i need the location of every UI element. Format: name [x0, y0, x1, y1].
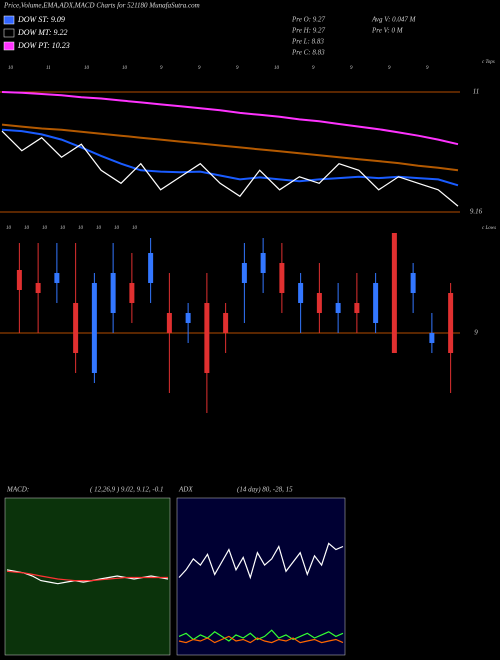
series-line: [6, 570, 168, 582]
top-label: 9: [236, 66, 239, 71]
y-tick-label: 9: [474, 329, 478, 337]
top-label: 9: [388, 66, 391, 71]
info-text: Pre V: 0 M: [371, 27, 404, 35]
y-tick-label: 9.16: [470, 208, 483, 216]
y-tick-label: 11: [473, 88, 479, 96]
candle-body: [373, 283, 379, 323]
series-line: [1, 91, 459, 146]
info-text: Avg V: 0.047 M: [371, 16, 417, 24]
top-label: 9: [312, 66, 315, 71]
candle-body: [354, 303, 360, 313]
candle-body: [410, 273, 416, 293]
candle-body: [204, 303, 210, 373]
panel-subtitle: (14 day) 80, -28, 15: [237, 486, 293, 494]
low-label: 10: [114, 226, 120, 231]
info-text: Pre O: 9.27: [291, 16, 325, 24]
top-label: 9: [198, 66, 201, 71]
candle-body: [35, 283, 41, 293]
legend-label: DOW ST: 9.09: [17, 15, 65, 24]
legend-swatch: [3, 28, 15, 38]
candle-body: [223, 313, 229, 333]
series-line: [178, 542, 344, 580]
candle-body: [429, 333, 435, 343]
top-label: 9: [160, 66, 163, 71]
candle-body: [241, 263, 247, 283]
candle-body: [260, 253, 266, 273]
legend-label: DOW MT: 9.22: [17, 28, 68, 37]
candle-body: [448, 293, 454, 353]
info-text: Pre H: 9.27: [291, 27, 325, 35]
top-label: 9: [350, 66, 353, 71]
panel-name: c Tops: [482, 60, 495, 65]
candle-body: [391, 233, 397, 353]
candle-body: [185, 313, 191, 323]
candle-body: [54, 273, 60, 283]
series-line: [178, 629, 344, 642]
low-label: 10: [42, 226, 48, 231]
series-line: [1, 130, 459, 207]
low-label: 10: [6, 226, 12, 231]
panel-title: ADX: [178, 486, 193, 494]
series-line: [178, 635, 344, 644]
candle-body: [16, 270, 22, 290]
candle-body: [91, 283, 97, 373]
low-label: 10: [132, 226, 138, 231]
low-label: 10: [96, 226, 102, 231]
top-label: 9: [426, 66, 429, 71]
candle-body: [335, 303, 341, 313]
panel-title: MACD:: [6, 486, 29, 494]
top-label: 10: [8, 66, 14, 71]
top-label: 10: [122, 66, 128, 71]
top-label: 10: [84, 66, 90, 71]
panel-bg: [176, 497, 346, 656]
low-label: 10: [24, 226, 30, 231]
candle-body: [166, 313, 172, 333]
candle-body: [73, 303, 79, 353]
low-label: 10: [78, 226, 84, 231]
candle-body: [316, 293, 322, 313]
candle-body: [148, 253, 154, 283]
candle-body: [279, 263, 285, 293]
low-label: 10: [60, 226, 66, 231]
series-line: [1, 123, 459, 172]
top-label: 10: [274, 66, 280, 71]
candle-body: [110, 273, 116, 313]
info-text: Pre C: 8.83: [291, 49, 325, 57]
candle-body: [298, 283, 304, 303]
legend-label: DOW PT: 10.23: [17, 41, 70, 50]
panel-name: c Lows: [482, 226, 496, 231]
info-text: Pre L: 8.83: [291, 38, 324, 46]
legend-swatch: [3, 15, 15, 25]
panel-subtitle: ( 12,26,9 ) 9.02, 9.12, -0.1: [90, 486, 164, 494]
title: Price,Volume,EMA,ADX,MACD Charts for 521…: [3, 2, 200, 10]
candle-body: [129, 283, 135, 303]
legend-swatch: [3, 41, 15, 51]
top-label: 11: [46, 66, 51, 71]
